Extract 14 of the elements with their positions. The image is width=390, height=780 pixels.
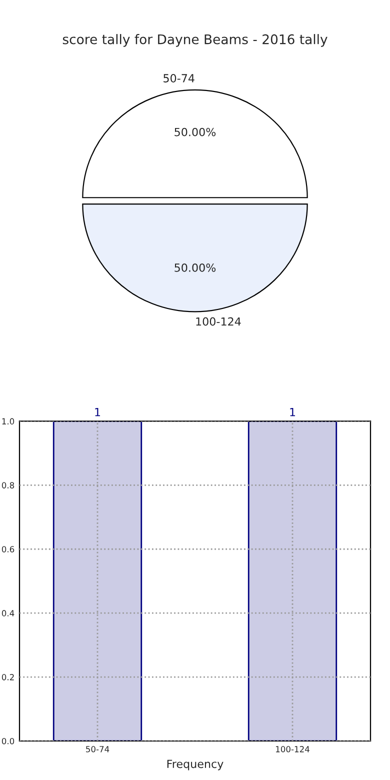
y-tick-label: 0.8 bbox=[2, 482, 14, 488]
y-tick-label: 0.2 bbox=[2, 674, 14, 680]
data-label: 50.00% bbox=[174, 263, 216, 272]
y-tick-label: 0.0 bbox=[2, 738, 14, 744]
slice-label: 50-74 bbox=[164, 74, 194, 82]
x-axis-title: Frequency bbox=[167, 760, 224, 770]
data-label: 1 bbox=[290, 408, 296, 416]
y-tick-label: 0.6 bbox=[2, 546, 14, 552]
y-tick-label: 0.4 bbox=[2, 610, 14, 616]
y-tick-label: 1.0 bbox=[2, 418, 14, 424]
data-label: 50.00% bbox=[174, 128, 216, 136]
chart-title: score tally for Dayne Beams - 2016 tally bbox=[62, 34, 328, 47]
slice-label: 100-124 bbox=[196, 317, 241, 326]
data-label: 1 bbox=[95, 408, 100, 416]
